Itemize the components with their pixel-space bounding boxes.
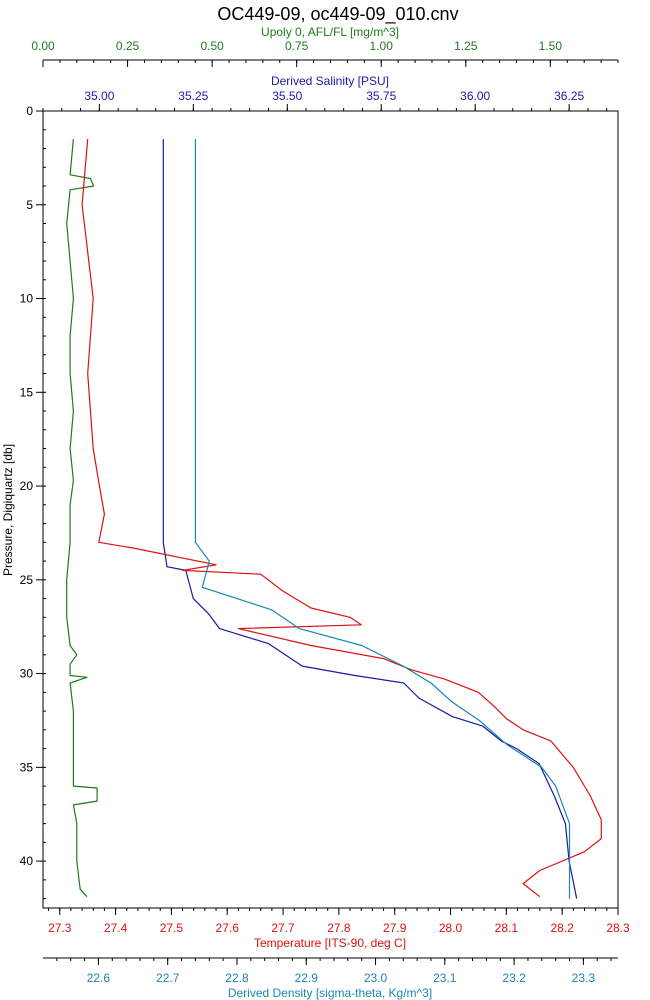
temperature-axis: Temperature [ITS-90, deg C] 27.3 27.4 27.5… [48, 908, 630, 950]
temperature-series-line [81, 139, 602, 898]
y-axis: 0 5 10 15 20 25 30 35 40 [20, 104, 46, 900]
salinity-tick-label: 36.25 [554, 89, 584, 103]
fluor-axis-label: Upoly 0, AFL/FL [mg/m^3] [261, 25, 399, 39]
fluor-axis: Upoly 0, AFL/FL [mg/m^3] 0.00 0.25 0.50 0.7… [31, 25, 619, 67]
chart-title: OC449-09, oc449-09_010.cnv [217, 4, 458, 25]
temperature-axis-label: Temperature [ITS-90, deg C] [254, 936, 406, 950]
density-tick-label: 22.6 [87, 971, 111, 985]
temperature-tick-label: 28.0 [439, 921, 463, 935]
fluor-tick-label: 1.50 [539, 39, 563, 53]
temperature-tick-label: 27.8 [327, 921, 351, 935]
y-tick-label: 40 [20, 854, 34, 868]
temperature-tick-label: 27.6 [216, 921, 240, 935]
density-tick-label: 23.3 [572, 971, 596, 985]
fluor-tick-label: 0.00 [31, 39, 55, 53]
density-axis-label: Derived Density [sigma-theta, Kg/m^3] [228, 986, 432, 1000]
density-series-line [194, 139, 571, 899]
fluor-tick-label: 0.50 [200, 39, 224, 53]
salinity-tick-label: 35.25 [178, 89, 208, 103]
y-tick-label: 15 [20, 385, 34, 399]
temperature-tick-label: 28.1 [495, 921, 519, 935]
salinity-tick-label: 35.00 [84, 89, 114, 103]
y-tick-label: 20 [20, 479, 34, 493]
temperature-tick-label: 27.3 [48, 921, 72, 935]
temperature-tick-label: 28.2 [550, 921, 574, 935]
salinity-tick-label: 36.00 [460, 89, 490, 103]
temperature-tick-label: 27.4 [104, 921, 128, 935]
salinity-axis: Derived Salinity [PSU] 35.00 35.25 35.50 35… [42, 74, 608, 111]
fluor-tick-label: 0.25 [116, 39, 140, 53]
y-tick-label: 0 [26, 104, 33, 118]
temperature-tick-label: 27.9 [383, 921, 407, 935]
density-axis: Derived Density [sigma-theta, Kg/m^3] 22… [43, 957, 618, 1000]
y-axis-label: Pressure, Digiquartz [db] [1, 444, 15, 576]
y-tick-label: 30 [20, 667, 34, 681]
density-tick-label: 22.7 [156, 971, 180, 985]
fluor-tick-label: 0.75 [285, 39, 309, 53]
salinity-axis-label: Derived Salinity [PSU] [271, 74, 389, 88]
series-layer [66, 139, 602, 899]
salinity-series-line [162, 139, 578, 899]
fluor-tick-label: 1.25 [454, 39, 478, 53]
density-tick-label: 23.2 [502, 971, 526, 985]
density-tick-label: 22.8 [225, 971, 249, 985]
density-tick-label: 22.9 [295, 971, 319, 985]
plot-frame [42, 110, 619, 909]
fluor-series-line [66, 139, 98, 898]
density-tick-label: 23.1 [433, 971, 457, 985]
y-tick-label: 35 [20, 760, 34, 774]
y-tick-label: 5 [26, 198, 33, 212]
density-tick-label: 23.0 [364, 971, 388, 985]
salinity-tick-label: 35.50 [272, 89, 302, 103]
y-tick-label: 25 [20, 573, 34, 587]
temperature-tick-label: 27.5 [160, 921, 184, 935]
y-tick-label: 10 [20, 292, 34, 306]
temperature-tick-label: 28.3 [606, 921, 630, 935]
salinity-tick-label: 35.75 [366, 89, 396, 103]
fluor-tick-label: 1.00 [370, 39, 394, 53]
temperature-tick-label: 27.7 [271, 921, 295, 935]
